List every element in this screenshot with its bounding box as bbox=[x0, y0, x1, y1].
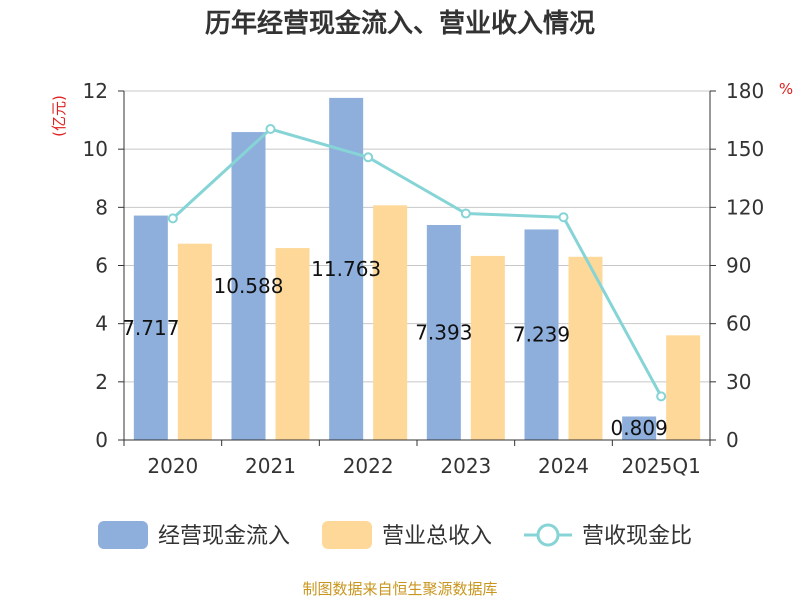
ratio-point bbox=[656, 391, 667, 402]
legend: 经营现金流入 营业总收入 营收现金比 bbox=[98, 521, 692, 549]
legend-swatch bbox=[98, 521, 148, 549]
legend-swatch bbox=[322, 521, 372, 549]
x-tick-label: 2022 bbox=[343, 454, 394, 478]
ratio-point bbox=[460, 208, 471, 219]
x-tick-label: 2020 bbox=[147, 454, 198, 478]
x-tick-label: 2024 bbox=[538, 454, 589, 478]
bar-cash-inflow bbox=[524, 229, 559, 440]
right-tick-label: 120 bbox=[726, 195, 764, 219]
left-axis-unit: (亿元) bbox=[50, 95, 68, 137]
bar-value-labels: 7.717 10.588 11.763 7.393 7.239 0.809 bbox=[122, 257, 668, 440]
right-tick-label: 30 bbox=[726, 370, 751, 394]
bar-revenue bbox=[275, 248, 310, 440]
bar-data-label: 0.809 bbox=[611, 416, 668, 440]
right-axis-unit: % bbox=[779, 80, 793, 98]
bars bbox=[133, 97, 701, 440]
chart-title: 历年经营现金流入、营业收入情况 bbox=[205, 8, 595, 39]
legend-marker bbox=[536, 523, 560, 547]
bar-cash-inflow bbox=[622, 416, 657, 440]
left-tick-label: 4 bbox=[95, 312, 108, 336]
bar-revenue bbox=[666, 335, 701, 440]
right-tick-label: 90 bbox=[726, 254, 751, 278]
ratio-point bbox=[265, 124, 276, 135]
bar-data-label: 10.588 bbox=[214, 274, 284, 298]
right-tick-label: 150 bbox=[726, 137, 764, 161]
left-tick-label: 6 bbox=[95, 254, 108, 278]
legend-label: 营业总收入 bbox=[382, 524, 492, 549]
bar-revenue bbox=[373, 205, 408, 440]
ratio-point bbox=[167, 213, 178, 224]
bar-revenue bbox=[470, 255, 505, 440]
right-tick-label: 60 bbox=[726, 312, 751, 336]
bar-data-label: 7.717 bbox=[122, 316, 179, 340]
bar-cash-inflow bbox=[426, 224, 461, 440]
bar-data-label: 7.239 bbox=[513, 323, 570, 347]
left-tick-label: 0 bbox=[95, 428, 108, 452]
bar-revenue bbox=[568, 256, 603, 440]
left-tick-label: 8 bbox=[95, 195, 108, 219]
right-tick-label: 0 bbox=[726, 428, 739, 452]
legend-label: 经营现金流入 bbox=[158, 524, 290, 549]
left-tick-label: 2 bbox=[95, 370, 108, 394]
ratio-line bbox=[171, 127, 663, 398]
x-tick-label: 2021 bbox=[245, 454, 296, 478]
x-tick-label: 2023 bbox=[440, 454, 491, 478]
ratio-point bbox=[558, 212, 569, 223]
left-tick-label: 12 bbox=[83, 79, 108, 103]
right-tick-label: 180 bbox=[726, 79, 764, 103]
bar-data-label: 11.763 bbox=[311, 257, 381, 281]
bar-cash-inflow bbox=[133, 215, 168, 440]
ratio-point bbox=[363, 152, 374, 163]
bar-revenue bbox=[177, 243, 212, 440]
bar-data-label: 7.393 bbox=[415, 320, 472, 344]
legend-label: 营收现金比 bbox=[582, 524, 692, 549]
gridlines bbox=[124, 90, 710, 383]
left-tick-label: 10 bbox=[83, 137, 108, 161]
bar-cash-inflow bbox=[231, 132, 266, 440]
x-tick-label: 2025Q1 bbox=[621, 454, 700, 478]
data-source-note: 制图数据来自恒生聚源数据库 bbox=[302, 580, 497, 598]
ratio-line-series bbox=[167, 124, 667, 402]
